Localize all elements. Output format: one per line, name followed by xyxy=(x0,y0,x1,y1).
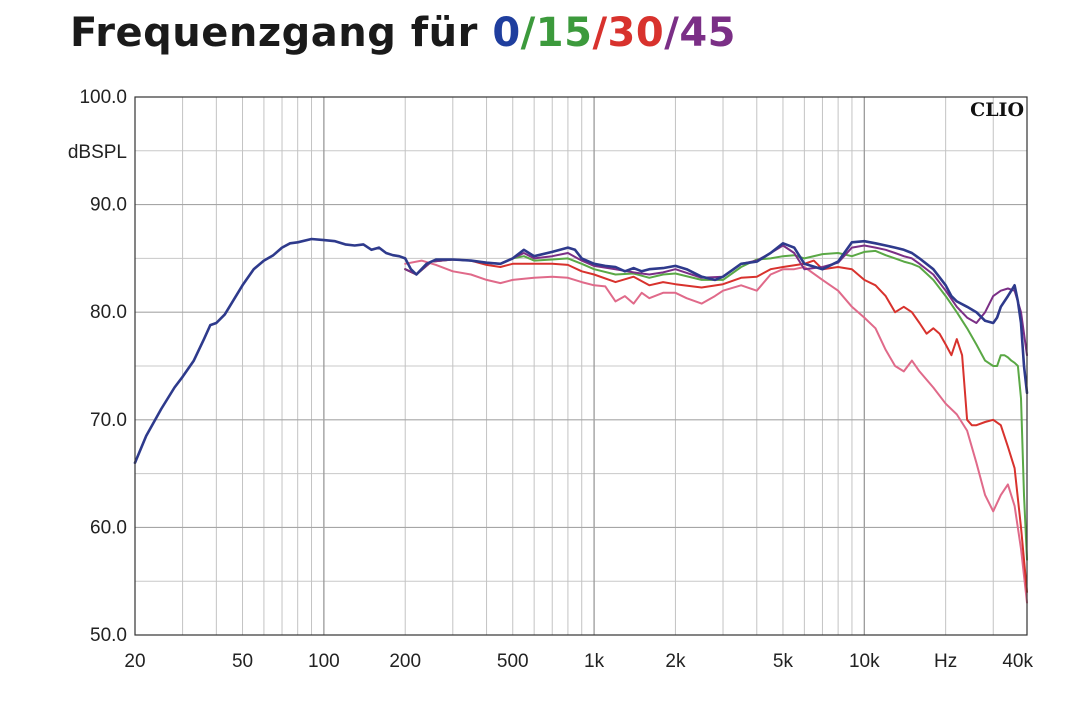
clio-brand-label: CLIO xyxy=(970,99,1024,121)
x-axis-unit-label: Hz xyxy=(934,651,957,672)
y-tick-label: 80.0 xyxy=(90,302,127,323)
title-part-1: / xyxy=(520,10,536,56)
major-grid xyxy=(135,96,1027,636)
title-part-5: / xyxy=(664,10,680,56)
title-part-3: / xyxy=(592,10,608,56)
title-angle-list: 0/15/30/45 xyxy=(492,10,736,56)
x-tick-label: 2k xyxy=(665,651,686,672)
series-line-4 xyxy=(133,237,1029,465)
y-tick-label: 60.0 xyxy=(90,517,127,538)
x-axis-ticks: 20 50 100 200 500 1k 2k 5k 10k 40k xyxy=(124,651,1033,672)
chart-title: Frequenzgang für 0/15/30/45 xyxy=(70,10,736,56)
title-part-0: 0 xyxy=(492,10,521,56)
y-tick-label: 90.0 xyxy=(90,195,127,216)
y-axis-unit-label: dBSPL xyxy=(68,142,127,163)
x-tick-label: 20 xyxy=(124,651,145,672)
x-tick-label: 50 xyxy=(232,651,253,672)
x-tick-label: 5k xyxy=(773,651,794,672)
x-tick-label: 500 xyxy=(497,651,529,672)
series-line-0 xyxy=(404,259,1028,604)
title-part-4: 30 xyxy=(607,10,665,56)
title-part-2: 15 xyxy=(535,10,593,56)
x-tick-label: 200 xyxy=(389,651,421,672)
x-tick-label: 100 xyxy=(308,651,340,672)
y-tick-label: 50.0 xyxy=(90,625,127,646)
y-tick-label: 100.0 xyxy=(79,87,127,108)
plot-frame xyxy=(134,96,1028,636)
title-part-6: 45 xyxy=(679,10,736,56)
y-tick-label: 70.0 xyxy=(90,410,127,431)
title-prefix: Frequenzgang für xyxy=(70,10,493,56)
x-tick-label: 40k xyxy=(1002,651,1033,672)
series-line-3 xyxy=(404,244,1028,357)
y-axis-ticks: 50.0 60.0 70.0 80.0 90.0 100.0 xyxy=(79,87,127,646)
series-layer xyxy=(133,237,1029,604)
series-line-2 xyxy=(404,249,1028,561)
x-tick-label: 10k xyxy=(849,651,880,672)
x-tick-label: 1k xyxy=(584,651,605,672)
